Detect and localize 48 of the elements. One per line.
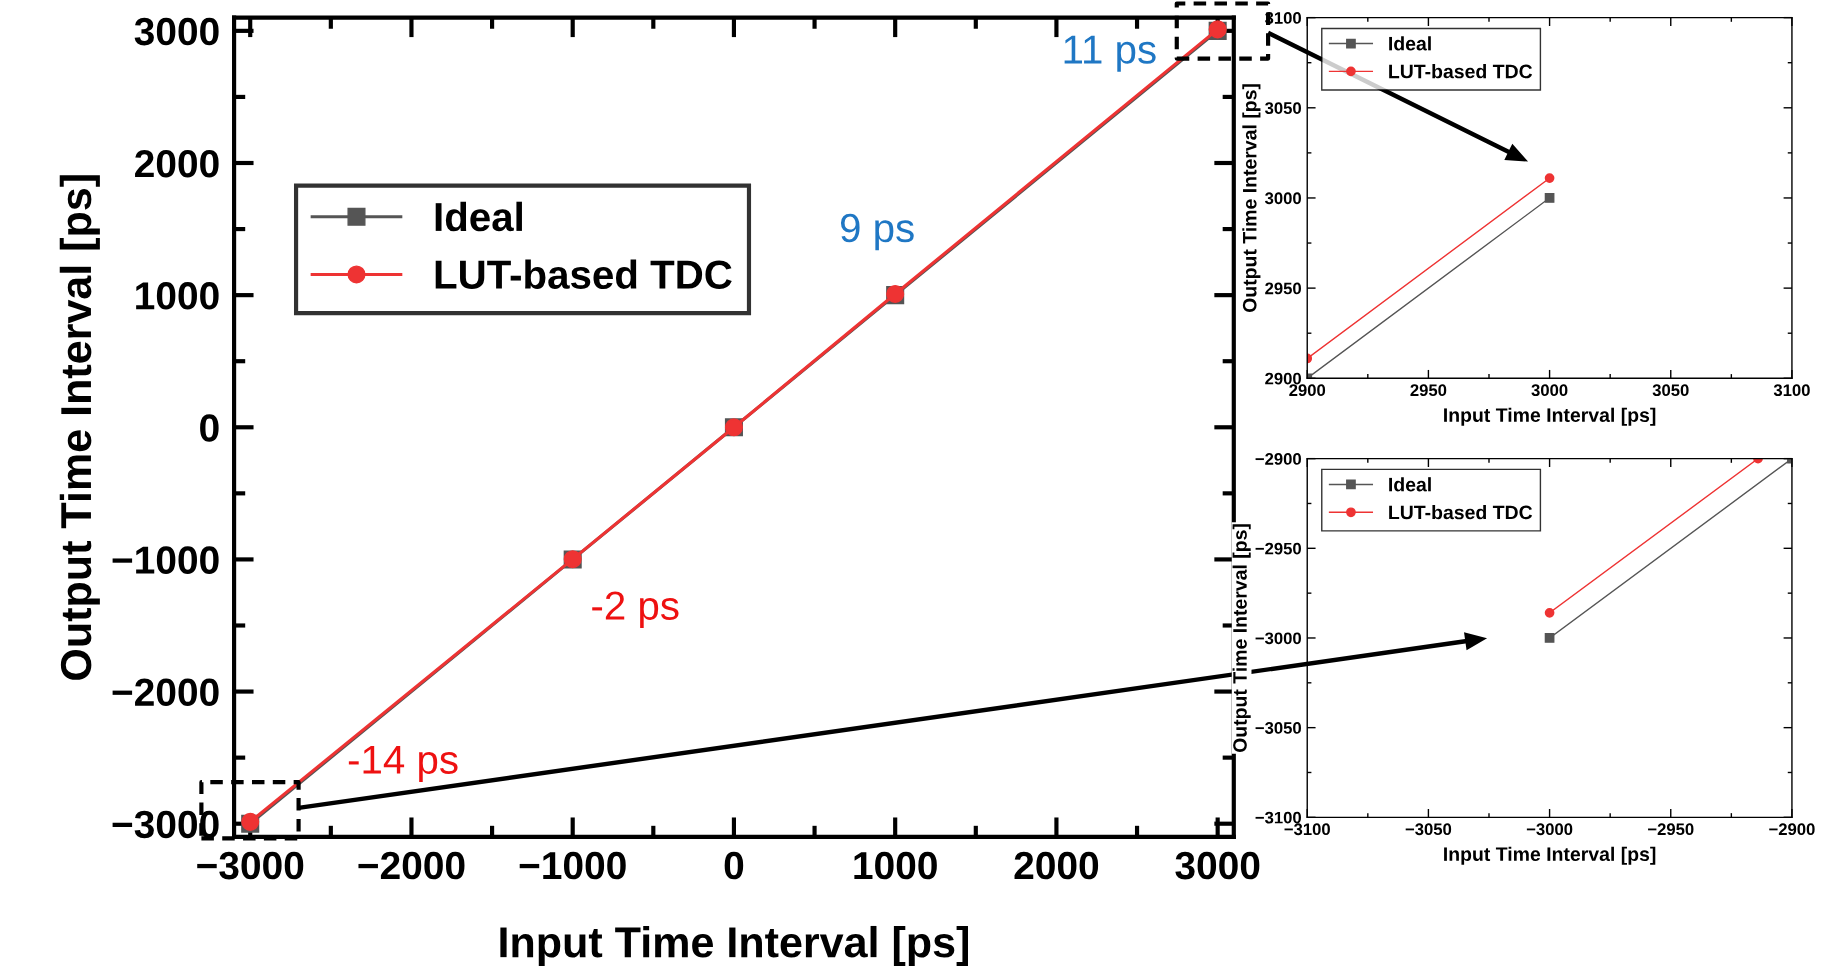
x-tick-label: 2000 xyxy=(1014,851,1099,880)
y-tick-label: 1000 xyxy=(136,282,219,310)
x-axis-title: Input Time Interval [ps] xyxy=(1444,407,1656,426)
x-tick-label: −2900 xyxy=(1769,823,1815,836)
x-axis-title: Input Time Interval [ps] xyxy=(1444,846,1656,865)
x-axis-title: Input Time Interval [ps] xyxy=(500,925,968,967)
y-tick-label: 3000 xyxy=(1264,192,1301,205)
x-tick-label: 1000 xyxy=(854,851,937,880)
y-tick-label: −2900 xyxy=(1255,453,1301,465)
y-axis-title: Output Time Interval [ps] xyxy=(1232,524,1251,753)
x-tick-label: −2950 xyxy=(1648,823,1694,836)
x-tick-label: −3050 xyxy=(1405,823,1452,836)
y-tick-label: 3050 xyxy=(1264,102,1301,115)
annotation: 11 ps xyxy=(1064,35,1156,72)
legend-label: LUT-based TDC xyxy=(1389,505,1533,520)
annotation: -14 ps xyxy=(348,745,458,782)
legend-label: Ideal xyxy=(1389,36,1431,51)
x-tick-label: −3000 xyxy=(1526,823,1573,836)
x-tick-label: 3000 xyxy=(1531,384,1568,397)
y-tick-label: 2950 xyxy=(1265,282,1301,295)
x-tick-label: 2950 xyxy=(1410,384,1447,397)
x-tick-label: 0 xyxy=(724,851,744,880)
y-tick-label: 2900 xyxy=(1265,372,1301,385)
legend-label: LUT-based TDC xyxy=(435,259,732,289)
y-tick-label: 3000 xyxy=(134,17,219,46)
legend-label: Ideal xyxy=(435,201,522,232)
annotation: -2 ps xyxy=(592,591,679,628)
y-tick-label: −2000 xyxy=(112,678,219,707)
x-tick-label: 2900 xyxy=(1289,384,1326,397)
y-axis-title: Output Time Interval [ps] xyxy=(1242,84,1261,313)
x-tick-label: −1000 xyxy=(519,851,626,880)
y-tick-label: −3000 xyxy=(1255,632,1301,645)
x-tick-label: −3100 xyxy=(1284,823,1330,836)
x-tick-label: 3000 xyxy=(1175,851,1260,880)
y-tick-label: −3100 xyxy=(1255,811,1301,824)
y-axis-title: Output Time Interval [ps] xyxy=(59,175,100,680)
y-tick-label: −1000 xyxy=(112,546,219,574)
annotation: 9 ps xyxy=(840,213,914,251)
y-tick-label: 0 xyxy=(200,414,219,442)
x-tick-label: 3050 xyxy=(1652,384,1689,397)
y-tick-label: −2950 xyxy=(1255,542,1301,555)
x-tick-label: 3100 xyxy=(1773,384,1810,397)
legend-label: Ideal xyxy=(1389,477,1431,492)
y-tick-label: 2000 xyxy=(135,149,219,178)
x-tick-label: −3000 xyxy=(197,851,304,880)
legend-label: LUT-based TDC xyxy=(1389,64,1533,79)
y-tick-label: −3050 xyxy=(1255,722,1301,734)
x-tick-label: −2000 xyxy=(358,851,465,880)
